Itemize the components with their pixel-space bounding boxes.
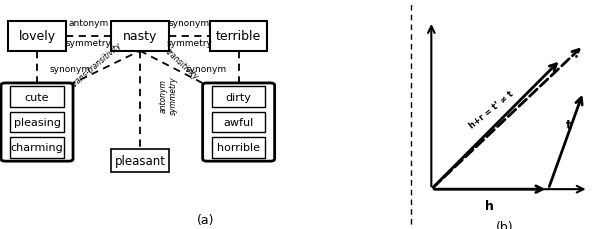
Text: h: h xyxy=(485,199,494,212)
Text: antonym: antonym xyxy=(68,19,108,27)
FancyBboxPatch shape xyxy=(212,137,265,158)
Text: transitivity: transitivity xyxy=(163,47,200,81)
FancyBboxPatch shape xyxy=(212,87,265,108)
Text: antonym
symmetry: antonym symmetry xyxy=(159,76,178,115)
FancyBboxPatch shape xyxy=(202,84,275,161)
FancyBboxPatch shape xyxy=(111,149,169,172)
FancyBboxPatch shape xyxy=(212,112,265,133)
Text: awful: awful xyxy=(224,117,254,128)
Text: horrible: horrible xyxy=(217,143,260,153)
Text: synonym: synonym xyxy=(49,64,91,73)
Text: symmetry: symmetry xyxy=(166,39,212,48)
Text: pleasing: pleasing xyxy=(14,117,60,128)
Text: trans-transitivity: trans-transitivity xyxy=(69,40,123,88)
Text: symmetry: symmetry xyxy=(66,39,111,48)
Text: synonym: synonym xyxy=(185,64,226,73)
Text: (b): (b) xyxy=(496,220,513,229)
FancyBboxPatch shape xyxy=(8,22,66,52)
Text: t: t xyxy=(566,118,572,131)
Text: (a): (a) xyxy=(197,213,214,226)
Text: pleasant: pleasant xyxy=(114,154,165,167)
FancyBboxPatch shape xyxy=(1,84,73,161)
Text: cute: cute xyxy=(25,92,49,102)
Text: nasty: nasty xyxy=(123,30,157,43)
FancyBboxPatch shape xyxy=(10,87,64,108)
Text: charming: charming xyxy=(11,143,63,153)
Text: synonym: synonym xyxy=(169,19,210,27)
Text: h+r = t’ ≠ t: h+r = t’ ≠ t xyxy=(468,89,516,130)
FancyBboxPatch shape xyxy=(210,22,268,52)
FancyBboxPatch shape xyxy=(111,22,169,52)
FancyBboxPatch shape xyxy=(10,112,64,133)
FancyBboxPatch shape xyxy=(10,137,64,158)
Text: dirty: dirty xyxy=(226,92,252,102)
Text: lovely: lovely xyxy=(18,30,56,43)
Text: terrible: terrible xyxy=(216,30,261,43)
